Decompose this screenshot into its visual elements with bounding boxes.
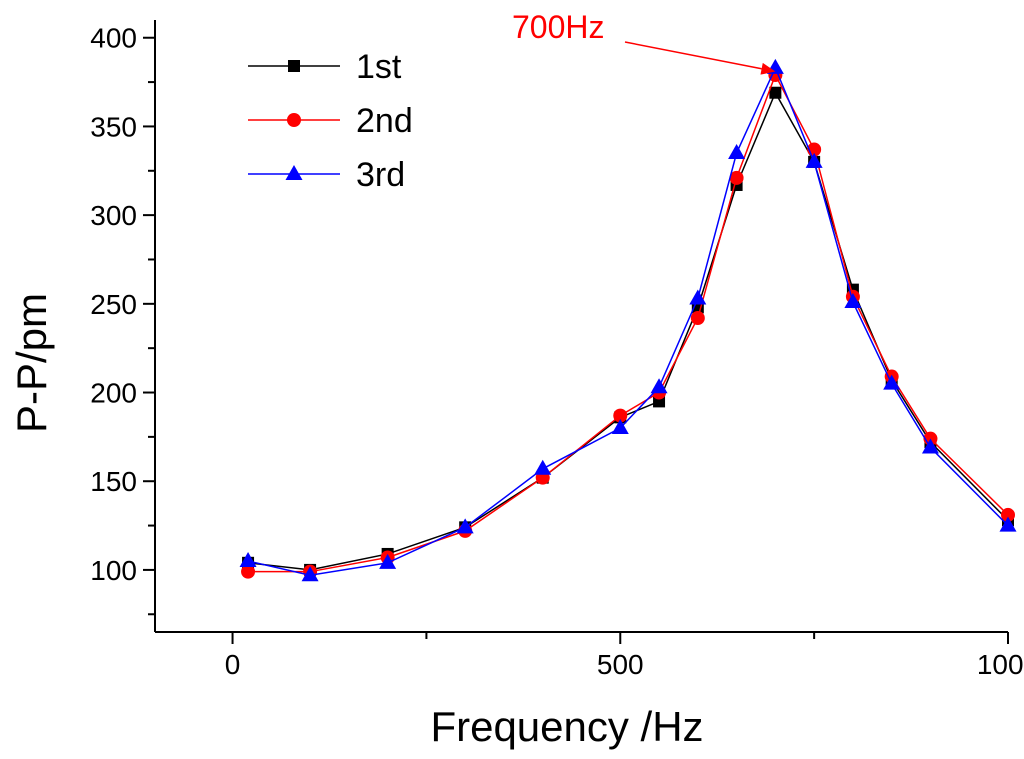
data-point [729,170,744,185]
data-point [239,552,257,568]
data-point [613,408,628,423]
x-tick-label: 500 [597,649,644,680]
annotation-label: 700Hz [512,9,605,45]
series-line [247,66,1009,576]
y-tick-label: 150 [90,466,137,497]
legend-marker [288,60,300,72]
annotation-arrow-head [760,62,776,75]
data-point [534,459,552,475]
data-point [999,516,1017,532]
data-point [241,564,256,579]
data-point [728,144,746,160]
legend-entry: 1st [248,48,402,86]
y-tick-label: 400 [90,23,137,54]
x-axis-title: Frequency /Hz [430,703,703,750]
y-tick-label: 300 [90,200,137,231]
legend: 1st 2nd 3rd [248,48,413,194]
x-tick-label: 1000 [977,649,1024,680]
data-point [456,518,474,534]
legend-label: 2nd [356,102,413,140]
data-point [301,566,319,582]
data-point [769,86,782,99]
data-point [690,311,705,326]
annotation-layer: 700Hz [512,9,776,75]
data-point [379,553,397,569]
legend-label: 3rd [356,156,405,194]
series-line [248,73,1009,573]
legend-marker [287,113,301,127]
data-point [844,293,862,309]
legend-entry: 3rd [248,156,405,194]
annotation-arrow-line [624,41,762,70]
x-tick-label: 0 [225,649,241,680]
y-tick-label: 100 [90,555,137,586]
data-point [805,152,823,168]
data-point [883,374,901,390]
y-axis-title: P-P/pm [8,293,55,433]
data-point [611,419,629,434]
legend-label: 1st [356,48,402,86]
data-point [921,438,939,454]
legend-marker [285,165,303,180]
annotation: 700Hz [512,9,776,75]
axes: 0 500 1000 100 150 200 250 300 350 400 [90,20,1024,680]
data-point [689,289,707,305]
data-point [650,378,668,394]
data-point [1001,507,1015,522]
y-tick-label: 200 [90,378,137,409]
y-tick-label: 250 [90,289,137,320]
y-tick-label: 350 [90,111,137,142]
series-2 [241,67,1015,579]
legend-entry: 2nd [248,102,413,140]
